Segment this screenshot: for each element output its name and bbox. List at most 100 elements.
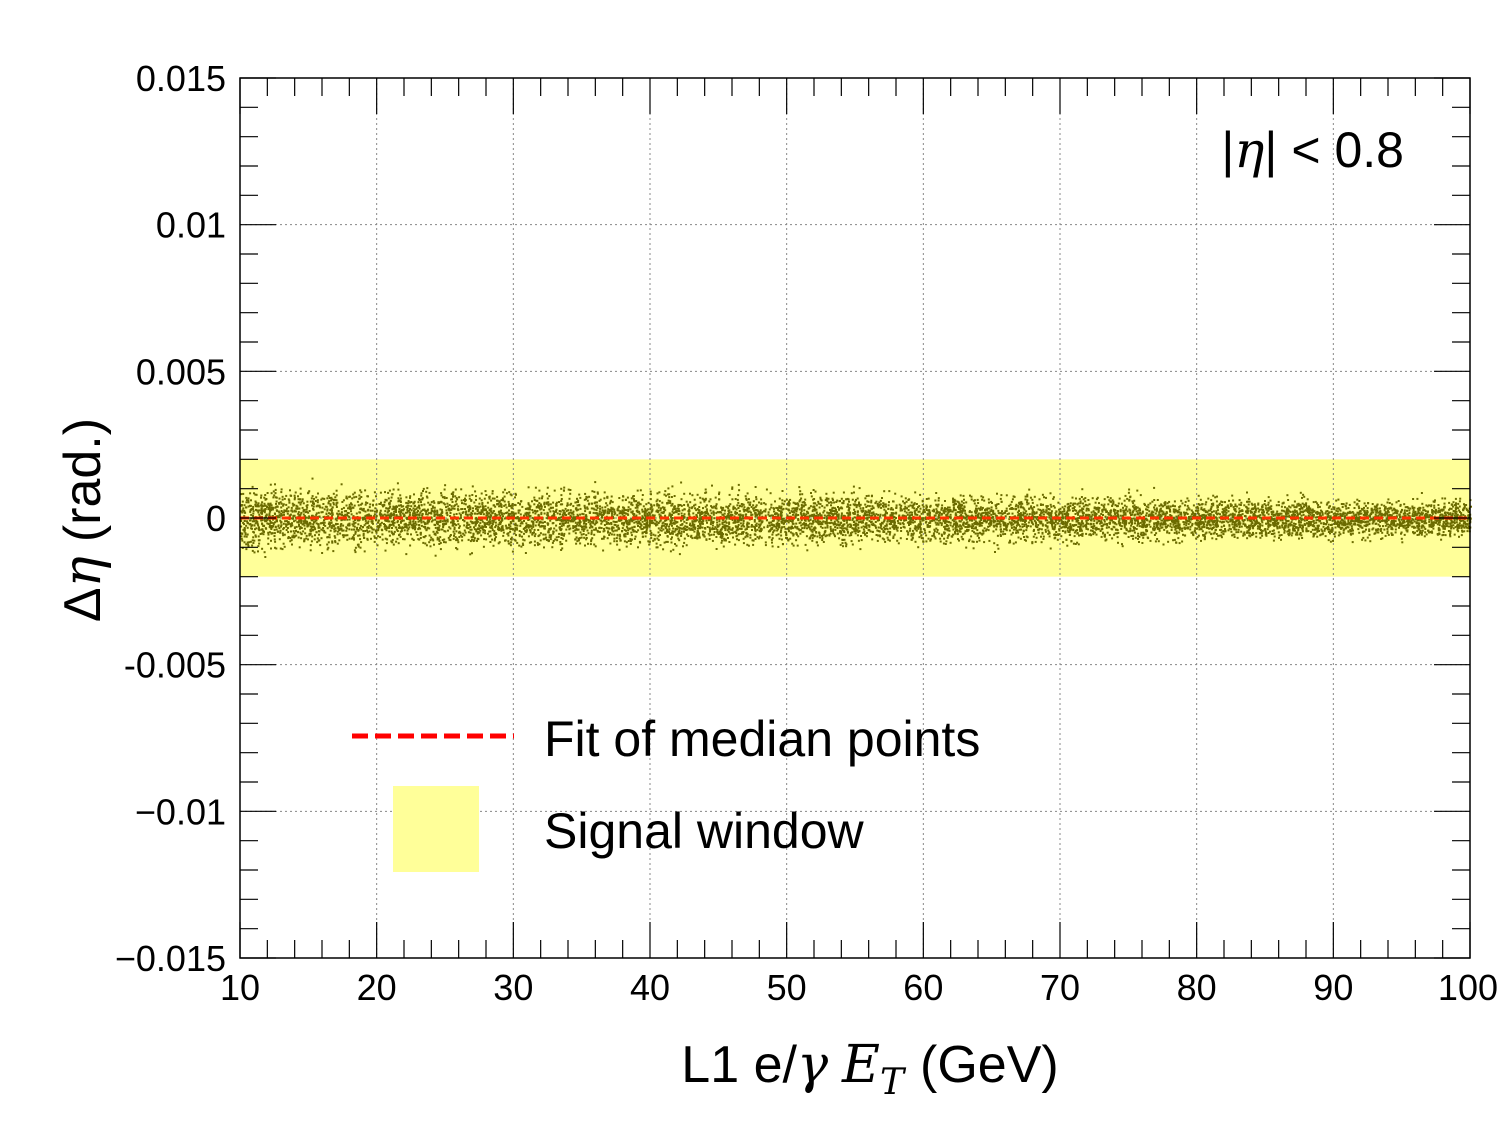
scatter-point [341, 534, 344, 537]
scatter-point [1240, 501, 1243, 504]
scatter-point [658, 500, 661, 503]
scatter-point [954, 523, 957, 526]
scatter-point [989, 519, 992, 522]
scatter-point [1255, 519, 1258, 522]
scatter-point [1117, 516, 1120, 519]
scatter-point [1037, 531, 1040, 534]
scatter-point [407, 528, 410, 530]
scatter-point [723, 539, 726, 542]
scatter-point [373, 536, 376, 539]
scatter-point [322, 503, 325, 505]
scatter-point [519, 513, 522, 516]
scatter-point [638, 510, 641, 513]
scatter-point [626, 527, 629, 530]
scatter-point [869, 509, 872, 512]
scatter-point [567, 519, 570, 522]
scatter-point [1437, 504, 1440, 506]
scatter-point [471, 485, 474, 488]
scatter-point [1271, 530, 1274, 533]
scatter-point [1342, 529, 1345, 532]
scatter-point [1108, 534, 1111, 536]
scatter-point [883, 538, 886, 541]
scatter-point [1137, 520, 1139, 523]
scatter-point [323, 497, 326, 500]
scatter-point [1345, 502, 1348, 505]
scatter-point [1132, 509, 1135, 512]
scatter-point [457, 541, 460, 544]
scatter-point [243, 515, 246, 518]
scatter-point [1216, 506, 1219, 509]
scatter-point [572, 527, 575, 530]
scatter-point [328, 497, 331, 499]
scatter-point [408, 521, 411, 524]
scatter-point [364, 503, 367, 506]
scatter-point [788, 504, 791, 507]
scatter-point [1051, 527, 1054, 530]
scatter-point [645, 503, 648, 506]
scatter-point [299, 526, 302, 529]
scatter-point [1267, 513, 1270, 516]
scatter-point [639, 519, 642, 521]
scatter-point [1063, 513, 1066, 515]
scatter-point [1467, 511, 1470, 514]
scatter-point [1276, 526, 1279, 528]
scatter-point [1169, 508, 1171, 511]
scatter-point [1441, 509, 1444, 512]
scatter-point [632, 514, 635, 517]
scatter-point [440, 508, 443, 511]
scatter-point [1052, 505, 1055, 507]
scatter-point [1141, 510, 1144, 513]
scatter-point [1095, 528, 1098, 531]
scatter-point [1138, 522, 1140, 525]
scatter-point [1350, 518, 1353, 521]
scatter-point [721, 513, 724, 516]
scatter-point [1286, 494, 1289, 497]
scatter-point [1069, 526, 1072, 529]
scatter-point [1278, 514, 1281, 517]
scatter-point [649, 490, 652, 493]
scatter-point [1403, 509, 1406, 512]
scatter-point [444, 520, 447, 522]
scatter-point [1447, 513, 1450, 516]
scatter-point [985, 529, 987, 532]
scatter-point [670, 518, 673, 521]
scatter-point [686, 516, 689, 519]
scatter-point [774, 500, 776, 503]
scatter-point [990, 508, 993, 511]
scatter-point [796, 502, 799, 505]
scatter-point [1143, 524, 1146, 527]
scatter-point [821, 539, 824, 541]
scatter-point [252, 512, 255, 515]
scatter-point [1199, 498, 1202, 501]
scatter-point [753, 525, 756, 528]
scatter-point [590, 525, 593, 528]
scatter-point [540, 511, 543, 514]
scatter-point [1153, 499, 1156, 501]
scatter-point [767, 511, 770, 514]
scatter-point [794, 526, 797, 529]
scatter-point [1362, 520, 1365, 523]
scatter-point [272, 523, 275, 526]
scatter-point [1134, 536, 1137, 539]
scatter-point [1075, 523, 1078, 526]
scatter-point [724, 524, 727, 527]
scatter-point [680, 519, 682, 522]
scatter-point [1024, 521, 1026, 523]
scatter-point [456, 548, 459, 551]
scatter-point [1295, 505, 1298, 508]
scatter-point [355, 512, 358, 515]
scatter-point [348, 528, 351, 531]
scatter-point [1215, 500, 1218, 503]
scatter-point [935, 508, 938, 511]
scatter-point [885, 527, 888, 530]
scatter-point [319, 522, 322, 525]
scatter-point [1100, 503, 1103, 506]
scatter-point [732, 506, 735, 509]
scatter-point [380, 513, 383, 516]
scatter-point [1143, 502, 1146, 505]
scatter-point [1023, 523, 1026, 526]
scatter-point [1293, 514, 1296, 517]
scatter-point [471, 510, 474, 512]
scatter-point [938, 519, 941, 522]
scatter-point [366, 529, 368, 532]
